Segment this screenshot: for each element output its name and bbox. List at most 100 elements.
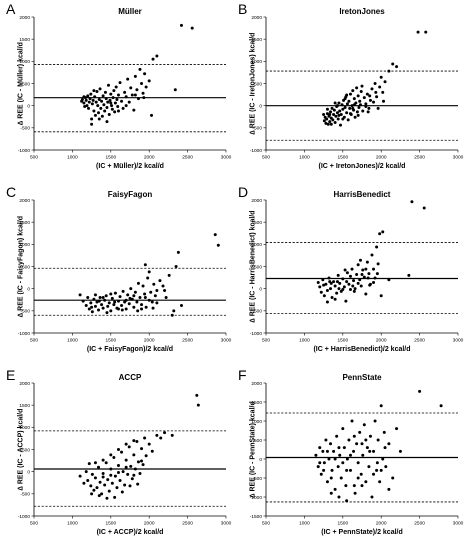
- data-point: [339, 113, 343, 117]
- data-point: [338, 453, 342, 457]
- data-point: [132, 294, 136, 298]
- data-point: [132, 439, 136, 443]
- data-point: [364, 480, 368, 484]
- data-point: [352, 279, 356, 283]
- data-point: [335, 434, 339, 438]
- data-point: [78, 293, 82, 297]
- data-point: [355, 110, 359, 114]
- data-point: [348, 453, 352, 457]
- x-tick-label: 1000: [67, 338, 78, 344]
- data-point: [116, 105, 120, 109]
- data-point: [360, 84, 364, 88]
- data-point: [97, 111, 101, 115]
- data-point: [124, 104, 128, 108]
- data-point: [128, 484, 132, 488]
- data-point: [86, 94, 90, 98]
- x-tick-label: 500: [30, 338, 38, 344]
- data-point: [111, 96, 115, 100]
- data-point: [333, 457, 337, 461]
- x-tick-label: 3000: [221, 521, 232, 527]
- data-point: [367, 465, 371, 469]
- data-point: [155, 433, 159, 437]
- data-point: [130, 297, 134, 301]
- data-point: [391, 476, 395, 480]
- data-point: [337, 495, 341, 499]
- data-point: [416, 30, 420, 34]
- data-point: [338, 281, 342, 285]
- data-point: [314, 453, 318, 457]
- data-point: [318, 446, 322, 450]
- data-point: [90, 102, 94, 106]
- data-point: [395, 427, 399, 431]
- data-point: [132, 453, 136, 457]
- panel-title: Müller: [118, 7, 142, 16]
- data-point: [100, 114, 104, 118]
- data-point: [344, 299, 348, 303]
- data-point: [325, 112, 329, 116]
- data-point: [378, 232, 382, 236]
- data-point: [127, 100, 131, 104]
- data-point: [136, 97, 140, 101]
- chart-panel-a: -1000 -500 0 500 1000 1500 2000 500 1000 1500 2000…: [0, 0, 232, 183]
- data-point: [113, 300, 117, 304]
- y-axis-label: ∆ REE (IC - PennState) kcal/d: [249, 401, 257, 498]
- data-point: [332, 108, 336, 112]
- data-point: [341, 427, 345, 431]
- data-point: [327, 457, 331, 461]
- data-point: [93, 461, 97, 465]
- y-tick-label: 2000: [19, 381, 30, 387]
- x-tick-label: 1000: [67, 155, 78, 161]
- data-point: [86, 479, 90, 483]
- data-point: [356, 476, 360, 480]
- data-point: [95, 89, 99, 93]
- data-point: [172, 309, 176, 313]
- data-point: [351, 89, 355, 93]
- data-point: [330, 106, 334, 110]
- y-tick-label: 500: [22, 264, 30, 270]
- data-point: [375, 272, 379, 276]
- data-point: [379, 75, 383, 79]
- chart-panel-c: -1000 -500 0 500 1000 1500 2000 500 1000 1500 2000…: [0, 183, 232, 366]
- data-point: [118, 295, 122, 299]
- x-tick-label: 3000: [453, 155, 464, 161]
- data-point: [147, 442, 151, 446]
- data-point: [337, 287, 341, 291]
- x-tick-label: 2000: [376, 338, 387, 344]
- panel-title: IretonJones: [339, 7, 385, 16]
- data-point: [150, 113, 154, 117]
- data-point: [80, 97, 84, 101]
- data-point: [335, 111, 339, 115]
- data-point: [90, 305, 94, 309]
- data-point: [383, 446, 387, 450]
- data-point: [144, 305, 148, 309]
- data-point: [372, 100, 376, 104]
- data-point: [370, 495, 374, 499]
- data-point: [103, 298, 107, 302]
- data-point: [365, 260, 369, 264]
- data-point: [348, 106, 352, 110]
- data-point: [378, 85, 382, 89]
- data-point: [143, 296, 147, 300]
- y-tick-label: -500: [20, 126, 30, 132]
- data-point: [358, 99, 362, 103]
- data-point: [90, 122, 94, 126]
- data-point: [348, 112, 352, 116]
- data-point: [370, 87, 374, 91]
- y-axis-label: ∆ REE (IC - FaisyFagon) kcal/d: [17, 215, 25, 318]
- data-point: [115, 97, 119, 101]
- data-point: [330, 296, 334, 300]
- data-point: [116, 448, 120, 451]
- y-tick-label: 1000: [251, 242, 262, 248]
- plot-svg: -1000 -500 0 500 1000 1500 2000 500 1000 1500 2000…: [250, 198, 464, 344]
- data-point: [104, 294, 108, 298]
- data-point: [329, 491, 333, 495]
- data-point: [89, 484, 93, 488]
- y-tick-label: 1500: [251, 220, 262, 226]
- data-point: [347, 282, 351, 286]
- y-tick-label: -500: [20, 309, 30, 315]
- data-point: [213, 233, 217, 237]
- data-point: [318, 461, 322, 465]
- y-tick-label: 1500: [19, 220, 30, 226]
- data-point: [155, 301, 159, 305]
- data-point: [356, 263, 360, 267]
